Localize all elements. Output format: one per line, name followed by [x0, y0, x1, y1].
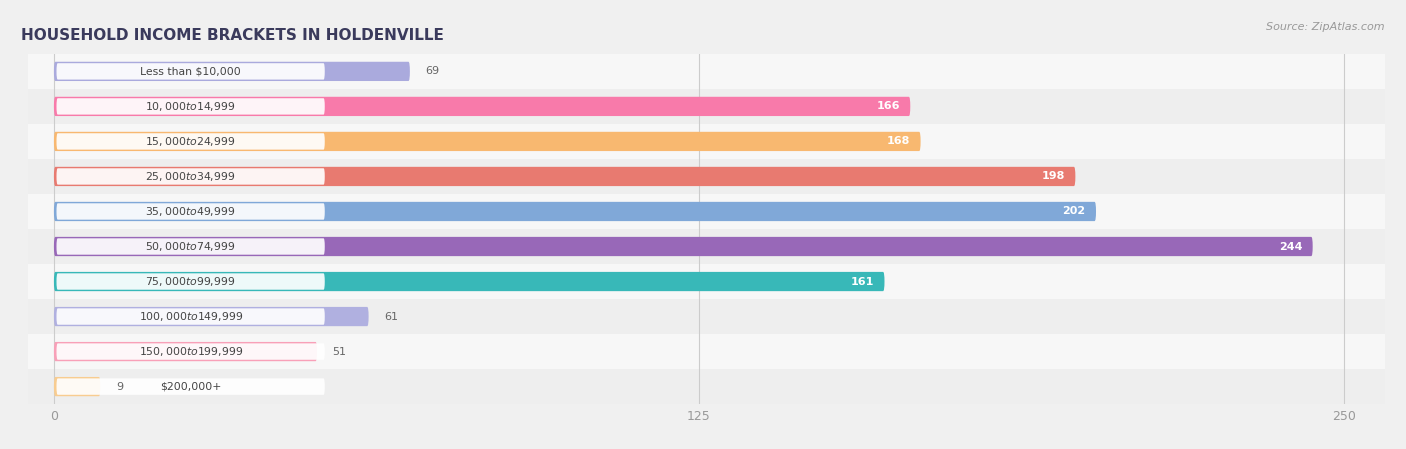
FancyBboxPatch shape [56, 343, 325, 360]
Text: 51: 51 [332, 347, 346, 357]
FancyBboxPatch shape [28, 229, 1385, 264]
Text: 198: 198 [1042, 172, 1066, 181]
FancyBboxPatch shape [53, 307, 368, 326]
Text: 166: 166 [876, 101, 900, 111]
FancyBboxPatch shape [28, 194, 1385, 229]
Text: $25,000 to $34,999: $25,000 to $34,999 [145, 170, 236, 183]
FancyBboxPatch shape [28, 299, 1385, 334]
FancyBboxPatch shape [53, 97, 910, 116]
FancyBboxPatch shape [56, 203, 325, 220]
FancyBboxPatch shape [28, 54, 1385, 89]
Text: 161: 161 [851, 277, 875, 286]
FancyBboxPatch shape [28, 334, 1385, 369]
FancyBboxPatch shape [56, 273, 325, 290]
FancyBboxPatch shape [53, 377, 100, 396]
FancyBboxPatch shape [53, 167, 1076, 186]
Text: 244: 244 [1279, 242, 1302, 251]
Text: $200,000+: $200,000+ [160, 382, 221, 392]
Text: 202: 202 [1063, 207, 1085, 216]
Text: $15,000 to $24,999: $15,000 to $24,999 [145, 135, 236, 148]
FancyBboxPatch shape [53, 272, 884, 291]
Text: $150,000 to $199,999: $150,000 to $199,999 [139, 345, 243, 358]
FancyBboxPatch shape [56, 98, 325, 114]
FancyBboxPatch shape [28, 89, 1385, 124]
FancyBboxPatch shape [53, 237, 1313, 256]
FancyBboxPatch shape [53, 62, 411, 81]
FancyBboxPatch shape [53, 132, 921, 151]
Text: HOUSEHOLD INCOME BRACKETS IN HOLDENVILLE: HOUSEHOLD INCOME BRACKETS IN HOLDENVILLE [21, 28, 444, 43]
FancyBboxPatch shape [53, 342, 316, 361]
Text: 61: 61 [384, 312, 398, 321]
Text: $50,000 to $74,999: $50,000 to $74,999 [145, 240, 236, 253]
Text: 168: 168 [887, 136, 910, 146]
FancyBboxPatch shape [28, 159, 1385, 194]
Text: Source: ZipAtlas.com: Source: ZipAtlas.com [1267, 22, 1385, 32]
Text: $100,000 to $149,999: $100,000 to $149,999 [139, 310, 243, 323]
Text: $35,000 to $49,999: $35,000 to $49,999 [145, 205, 236, 218]
FancyBboxPatch shape [56, 168, 325, 185]
FancyBboxPatch shape [28, 264, 1385, 299]
FancyBboxPatch shape [56, 308, 325, 325]
FancyBboxPatch shape [56, 379, 325, 395]
Text: 69: 69 [426, 66, 440, 76]
FancyBboxPatch shape [56, 238, 325, 255]
Text: Less than $10,000: Less than $10,000 [141, 66, 240, 76]
FancyBboxPatch shape [28, 369, 1385, 404]
Text: $75,000 to $99,999: $75,000 to $99,999 [145, 275, 236, 288]
FancyBboxPatch shape [56, 133, 325, 150]
FancyBboxPatch shape [56, 63, 325, 79]
Text: 9: 9 [115, 382, 122, 392]
FancyBboxPatch shape [28, 124, 1385, 159]
FancyBboxPatch shape [53, 202, 1097, 221]
Text: $10,000 to $14,999: $10,000 to $14,999 [145, 100, 236, 113]
